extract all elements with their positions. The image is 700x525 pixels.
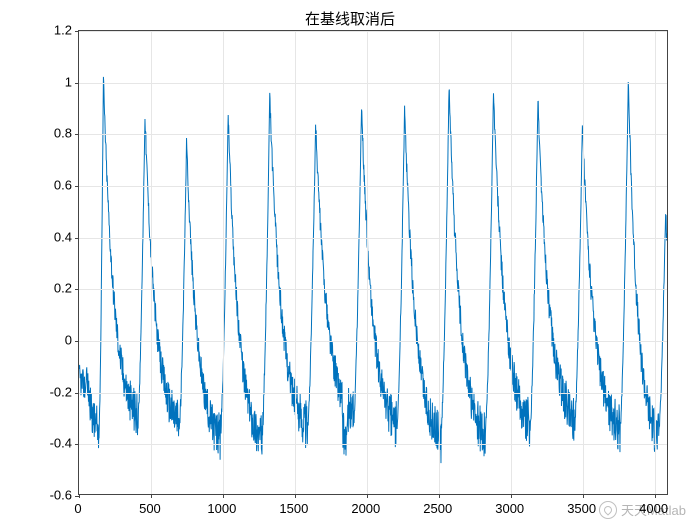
- grid-h: [79, 186, 667, 187]
- tick-x: [223, 494, 224, 498]
- xtick-label: 1500: [279, 501, 308, 516]
- tick-x: [511, 494, 512, 498]
- grid-h: [79, 393, 667, 394]
- tick-x: [367, 494, 368, 498]
- xtick-label: 0: [74, 501, 81, 516]
- grid-v: [583, 31, 584, 494]
- grid-h: [79, 289, 667, 290]
- tick-y: [75, 393, 79, 394]
- tick-x: [439, 494, 440, 498]
- grid-v: [367, 31, 368, 494]
- xtick-label: 3500: [567, 501, 596, 516]
- grid-h: [79, 134, 667, 135]
- tick-x: [79, 494, 80, 498]
- plot-area: [78, 30, 668, 495]
- xtick-label: 4000: [639, 501, 668, 516]
- ytick-label: 1: [65, 74, 72, 89]
- ytick-label: 0.2: [54, 281, 72, 296]
- xtick-label: 3000: [495, 501, 524, 516]
- tick-y: [75, 83, 79, 84]
- grid-v: [223, 31, 224, 494]
- tick-x: [655, 494, 656, 498]
- tick-x: [295, 494, 296, 498]
- grid-v: [655, 31, 656, 494]
- ytick-label: -0.4: [50, 436, 72, 451]
- tick-y: [75, 31, 79, 32]
- grid-h: [79, 83, 667, 84]
- tick-y: [75, 496, 79, 497]
- grid-h: [79, 238, 667, 239]
- ytick-label: 0.8: [54, 126, 72, 141]
- grid-v: [511, 31, 512, 494]
- grid-v: [439, 31, 440, 494]
- chart-title: 在基线取消后: [0, 8, 700, 29]
- ytick-label: -0.6: [50, 488, 72, 503]
- tick-y: [75, 186, 79, 187]
- ytick-label: 0: [65, 333, 72, 348]
- grid-v: [151, 31, 152, 494]
- tick-y: [75, 444, 79, 445]
- ytick-label: 0.6: [54, 178, 72, 193]
- tick-x: [583, 494, 584, 498]
- chart-container: 在基线取消后 天天Matlab 050010001500200025003000…: [0, 0, 700, 525]
- ytick-label: 0.4: [54, 229, 72, 244]
- xtick-label: 1000: [207, 501, 236, 516]
- ytick-label: 1.2: [54, 23, 72, 38]
- wechat-icon: [599, 501, 617, 519]
- grid-h: [79, 341, 667, 342]
- tick-y: [75, 289, 79, 290]
- ytick-label: -0.2: [50, 384, 72, 399]
- grid-v: [295, 31, 296, 494]
- grid-h: [79, 444, 667, 445]
- grid-h: [79, 31, 667, 32]
- tick-y: [75, 238, 79, 239]
- signal-line: [79, 31, 667, 494]
- xtick-label: 2000: [351, 501, 380, 516]
- tick-y: [75, 341, 79, 342]
- tick-y: [75, 134, 79, 135]
- xtick-label: 500: [139, 501, 161, 516]
- xtick-label: 2500: [423, 501, 452, 516]
- tick-x: [151, 494, 152, 498]
